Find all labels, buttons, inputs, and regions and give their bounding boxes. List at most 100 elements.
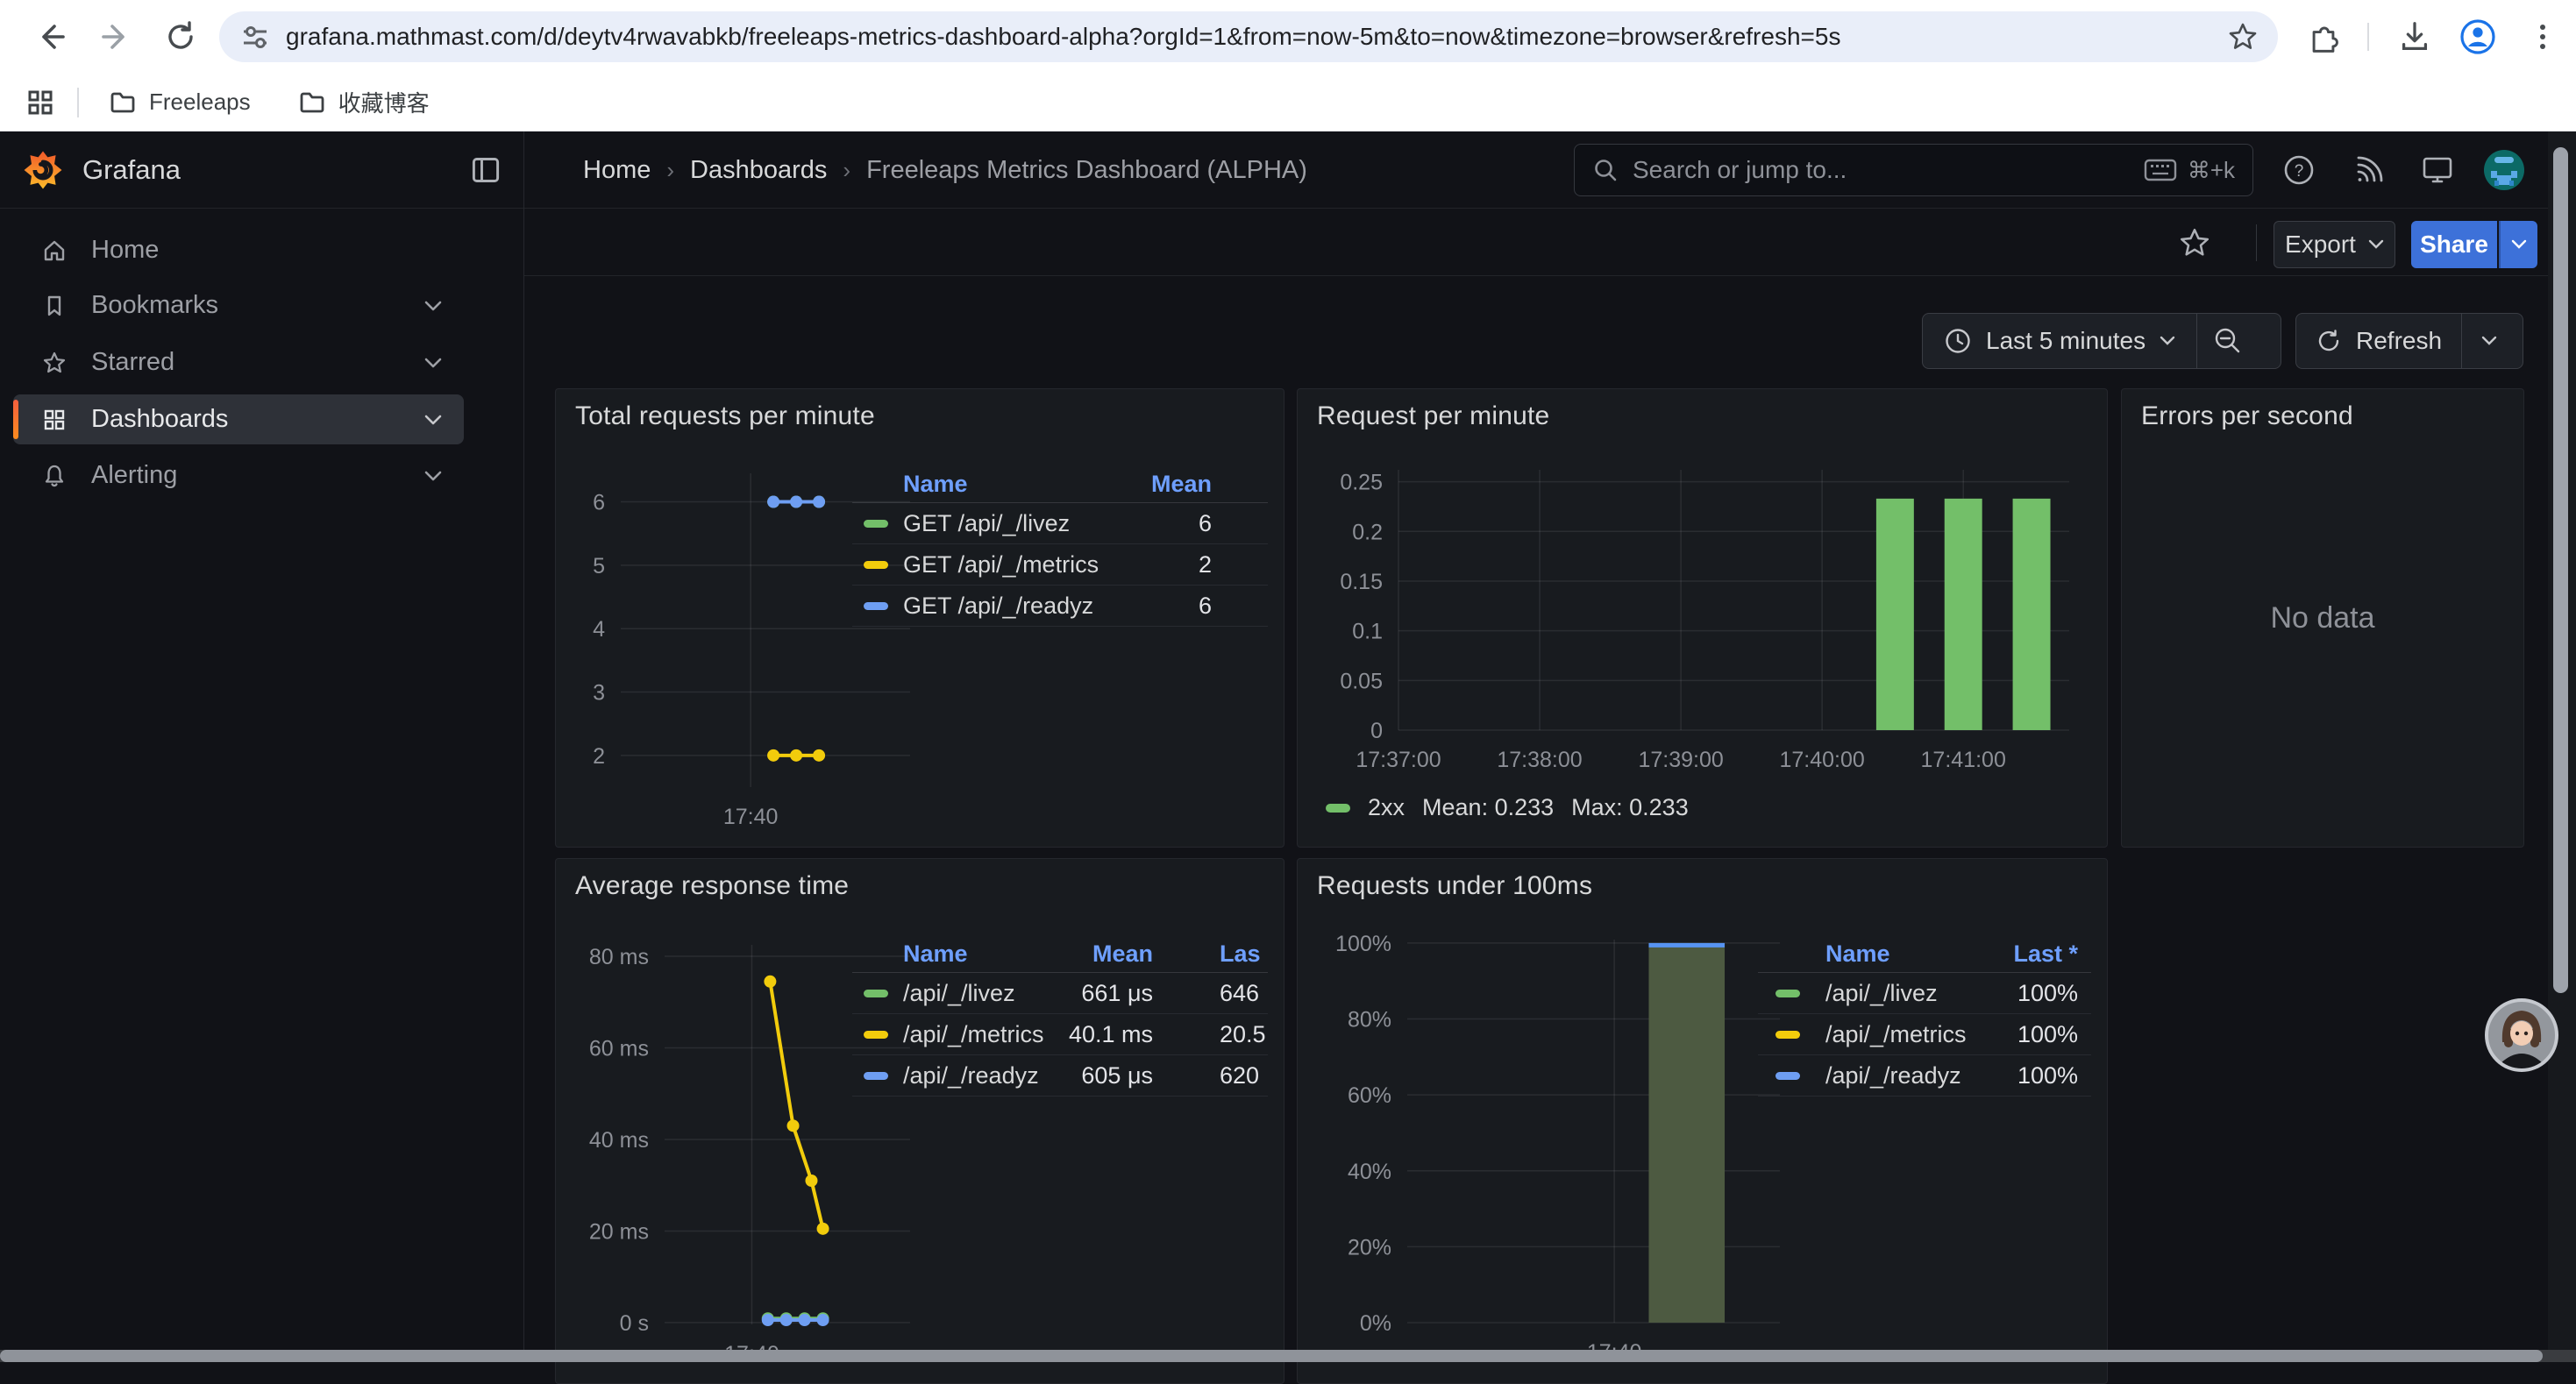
legend-row[interactable]: GET /api/_/readyz 6 [852,586,1268,627]
legend-row[interactable]: /api/_/livez 100% [1758,973,2091,1014]
svg-text:0 s: 0 s [620,1311,649,1336]
user-avatar[interactable] [2483,149,2525,191]
sidebar-item-label: Dashboards [91,405,229,433]
sidebar-item-home[interactable]: Home [13,225,464,275]
chevron-down-icon [2511,239,2527,249]
chevron-down-icon[interactable] [423,357,443,369]
apps-shortcut-icon[interactable] [12,82,68,124]
help-icon[interactable]: ? [2280,151,2318,189]
panel-average-response-time[interactable]: Average response time 80 ms 60 ms 40 ms 20 … [555,858,1284,1384]
panel-total-requests-per-minute[interactable]: Total requests per minute 6 5 4 3 2 17:40 Nam… [555,388,1284,848]
chevron-down-icon[interactable] [423,414,443,426]
panel-request-per-minute[interactable]: Request per minute 0.25 0.2 0.15 0.1 0.05 0 17… [1297,388,2108,848]
horizontal-scrollbar[interactable] [0,1350,2576,1362]
sidebar-item-starred[interactable]: Starred [13,337,464,387]
favorite-star-icon[interactable] [2178,226,2211,259]
legend-col-mean[interactable]: Mean [1092,940,1153,967]
panel-title[interactable]: Requests under 100ms [1317,871,1593,900]
vertical-scrollbar-thumb[interactable] [2553,147,2568,993]
bar-chart[interactable]: 0.25 0.2 0.15 0.1 0.05 0 17:37:00 17:38:00 17:39… [1315,459,2091,836]
dock-menu-icon[interactable] [471,155,501,185]
horizontal-scrollbar-thumb[interactable] [0,1350,2543,1362]
breadcrumb-home[interactable]: Home [583,155,651,184]
panel-title[interactable]: Average response time [575,871,850,900]
legend-col-last[interactable]: Last * [2013,940,2078,967]
browser-toolbar: grafana.mathmast.com/d/deytv4rwavabkb/fr… [0,0,2576,74]
share-menu-button[interactable] [2499,221,2537,268]
bar-chart[interactable]: 100%80%60%40%20%0%17:40 [1315,929,1789,1367]
news-rss-icon[interactable] [2350,151,2388,189]
legend-row[interactable]: GET /api/_/metrics 2 [852,544,1268,586]
sidebar-item-dashboards[interactable]: Dashboards [13,394,464,444]
site-settings-icon[interactable] [240,22,270,52]
refresh-interval-button[interactable] [2462,314,2516,368]
grafana-logo[interactable] [23,150,63,190]
sidebar-item-bookmarks[interactable]: Bookmarks [13,280,464,330]
legend-col-name[interactable]: Name [1825,940,1890,967]
series-name[interactable]: /api/_/metrics [1825,1020,1967,1047]
legend-row[interactable]: /api/_/readyz 605 μs 620 [852,1055,1268,1097]
refresh-button[interactable]: Refresh [2296,314,2461,368]
legend-col-last[interactable]: Las [1220,940,1261,967]
sidebar-item-alerting[interactable]: Alerting [13,451,464,500]
breadcrumb-dashboards[interactable]: Dashboards [690,155,828,184]
time-range-picker[interactable]: Last 5 minutes [1923,314,2196,368]
legend-col-name[interactable]: Name [903,471,968,497]
sidebar-item-label: Home [91,236,160,264]
panel-title[interactable]: Total requests per minute [575,401,875,430]
share-button[interactable]: Share [2411,221,2497,268]
url-text[interactable]: grafana.mathmast.com/d/deytv4rwavabkb/fr… [286,23,1841,50]
series-name[interactable]: GET /api/_/readyz [903,592,1094,619]
forward-button[interactable] [91,12,140,61]
svg-text:17:40: 17:40 [723,805,779,829]
legend-col-mean[interactable]: Mean [1150,471,1212,497]
time-series-chart[interactable]: 6 5 4 3 2 17:40 [568,465,919,841]
breadcrumb-separator: › [666,156,675,183]
legend-row[interactable]: /api/_/metrics 100% [1758,1014,2091,1055]
extensions-icon[interactable] [2299,12,2348,61]
panel-title[interactable]: Errors per second [2141,401,2353,430]
svg-text:5: 5 [593,554,605,578]
series-name[interactable]: /api/_/livez [1825,979,1938,1006]
series-name[interactable]: GET /api/_/livez [903,509,1071,536]
legend-row[interactable]: /api/_/livez 661 μs 646 [852,973,1268,1014]
chevron-down-icon[interactable] [423,300,443,312]
bell-icon [45,465,64,486]
bookmark-star-icon[interactable] [2227,21,2259,53]
breadcrumb-current: Freeleaps Metrics Dashboard (ALPHA) [866,155,1307,184]
vertical-scrollbar[interactable] [2548,131,2576,1350]
sidebar: Grafana Home Bookmarks Starred Dashboard… [0,131,524,1362]
reload-button[interactable] [156,12,205,61]
legend-row[interactable]: /api/_/readyz 100% [1758,1055,2091,1097]
floating-avatar-widget[interactable] [2485,998,2558,1072]
zoom-out-button[interactable] [2197,314,2259,368]
legend-row[interactable]: GET /api/_/livez 6 [852,503,1268,544]
download-icon[interactable] [2390,12,2439,61]
panel-title[interactable]: Request per minute [1317,401,1550,430]
sidebar-header: Grafana [0,131,523,209]
legend-row[interactable]: /api/_/metrics 40.1 ms 20.5 r [852,1014,1268,1055]
panel-requests-under-100ms[interactable]: Requests under 100ms 100% 80% 60% 40% 20% 0% 1… [1297,858,2108,1384]
url-bar[interactable]: grafana.mathmast.com/d/deytv4rwavabkb/fr… [219,11,2278,62]
series-name[interactable]: /api/_/metrics [903,1020,1044,1047]
series-name[interactable]: /api/_/livez [903,979,1015,1006]
series-mean-stat: Mean: 0.233 [1422,794,1555,820]
chevron-down-icon[interactable] [423,470,443,482]
export-button[interactable]: Export [2274,221,2395,268]
profile-avatar-icon[interactable] [2453,12,2502,61]
series-name[interactable]: /api/_/readyz [1825,1061,1961,1089]
menu-kebab-icon[interactable] [2518,12,2567,61]
bookmark-folder-blogs[interactable]: 收藏博客 [284,82,444,124]
panel-errors-per-second[interactable]: Errors per second No data [2121,388,2524,848]
series-name[interactable]: 2xx [1368,794,1405,820]
search-input[interactable]: Search or jump to... ⌘+k [1574,144,2253,196]
svg-text:6: 6 [593,491,605,515]
series-name[interactable]: GET /api/_/metrics [903,550,1099,578]
back-button[interactable] [26,12,75,61]
bookmark-folder-freeleaps[interactable]: Freeleaps [95,82,265,124]
monitor-icon[interactable] [2418,151,2457,189]
series-name[interactable]: /api/_/readyz [903,1061,1039,1089]
legend-col-name[interactable]: Name [903,940,968,967]
grafana-app: Grafana Home Bookmarks Starred Dashboard… [0,131,2576,1384]
